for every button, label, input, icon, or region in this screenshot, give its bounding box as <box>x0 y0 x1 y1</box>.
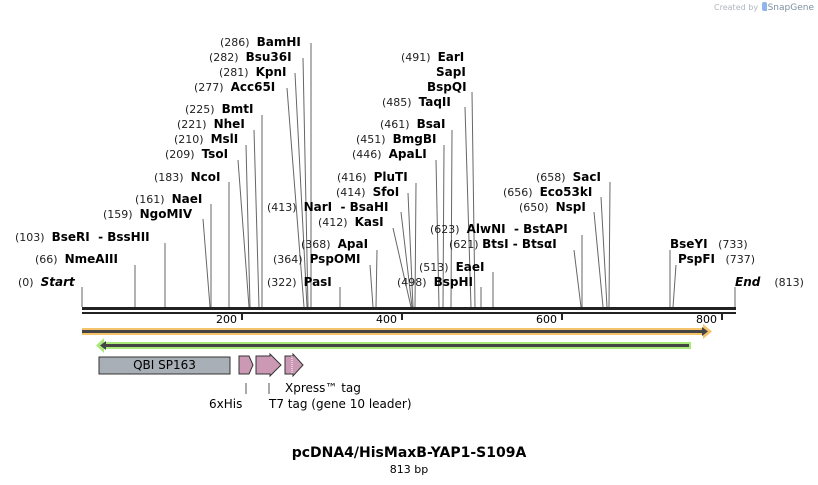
site-end[interactable]: End (813) <box>735 275 804 290</box>
tick-200: 200 <box>216 313 237 326</box>
site-kasi[interactable]: (412) KasI <box>318 215 384 230</box>
site-start[interactable]: (0) Start <box>18 275 75 290</box>
tick-400: 400 <box>376 313 397 326</box>
site-apali[interactable]: (446) ApaLI <box>352 147 427 162</box>
site-bseyi[interactable]: BseYI (733) <box>670 237 748 252</box>
snapgene-logo-icon <box>761 2 767 11</box>
site-psppomi[interactable]: (364) PspOMI <box>273 252 361 267</box>
map-length: 813 bp <box>389 463 429 476</box>
site-bsu36i[interactable]: (282) Bsu36I <box>209 50 292 65</box>
xpress-tag-label: Xpress™ tag <box>285 381 361 395</box>
site-bseri-bsshii[interactable]: (103) BseRI - BssHII <box>15 230 150 245</box>
site-acc65i[interactable]: (277) Acc65I <box>194 80 276 95</box>
backbone-top <box>82 307 736 310</box>
site-nmeaiii[interactable]: (66) NmeAIII <box>35 252 118 267</box>
site-sfoi[interactable]: (414) SfoI <box>336 185 400 200</box>
site-tsoi[interactable]: (209) TsoI <box>165 147 229 162</box>
site-kpni[interactable]: (281) KpnI <box>219 65 287 80</box>
site-lines <box>81 43 736 308</box>
tick-800: 800 <box>696 313 717 326</box>
site-naei[interactable]: (161) NaeI <box>135 192 203 207</box>
credit-prefix: Created by <box>714 3 759 12</box>
xpress-tag-feature[interactable] <box>284 352 304 378</box>
snapgene-credit: Created by SnapGene <box>714 2 814 13</box>
site-eco53ki[interactable]: (656) Eco53kI <box>503 185 593 200</box>
site-ngomiv[interactable]: (159) NgoMIV <box>103 207 193 222</box>
orange-feature-arrow[interactable] <box>82 324 712 339</box>
site-pspfi[interactable]: PspFI (737) <box>678 252 756 267</box>
site-taqii[interactable]: (485) TaqII <box>382 95 451 110</box>
scale-ticks <box>241 314 723 320</box>
site-apai[interactable]: (368) ApaI <box>301 237 369 252</box>
map-title: pcDNA4/HisMaxB-YAP1-S109A <box>291 445 527 461</box>
site-msli[interactable]: (210) MslI <box>174 132 239 147</box>
site-alwni-bstapi[interactable]: (623) AlwNI - BstAPI <box>430 222 568 237</box>
credit-brand: SnapGene <box>767 3 814 13</box>
6xhis-label: 6xHis <box>209 397 243 411</box>
site-btsi-btsai[interactable]: (621) BtsI - BtsαI <box>449 237 557 252</box>
6xhis-feature[interactable] <box>238 355 254 375</box>
site-pluti[interactable]: (416) PluTI <box>337 170 408 185</box>
site-pasi[interactable]: (322) PasI <box>267 275 332 290</box>
site-ncoi[interactable]: (183) NcoI <box>154 170 221 185</box>
site-bmti[interactable]: (225) BmtI <box>185 102 254 117</box>
site-eari[interactable]: (491) EarI <box>401 50 465 65</box>
site-bamhi[interactable]: (286) BamHI <box>220 35 301 50</box>
site-saci[interactable]: (658) SacI <box>536 170 601 185</box>
site-sapi[interactable]: SapI <box>436 65 466 79</box>
t7-tag-label: T7 tag (gene 10 leader) <box>269 397 412 411</box>
site-bspqi[interactable]: BspQI <box>427 80 467 94</box>
tick-600: 600 <box>536 313 557 326</box>
t7-tag-feature[interactable] <box>255 352 282 378</box>
primer-label: QBI SP163 <box>133 358 196 372</box>
site-bsai[interactable]: (461) BsaI <box>380 117 446 132</box>
site-nspi[interactable]: (650) NspI <box>519 200 586 215</box>
site-bsphi[interactable]: (498) BspHI <box>397 275 473 290</box>
site-nari-bsahi[interactable]: (413) NarI - BsaHI <box>267 200 389 215</box>
site-nhei[interactable]: (221) NheI <box>177 117 245 132</box>
backbone-bottom <box>82 312 736 314</box>
site-bmgbi[interactable]: (451) BmgBI <box>356 132 437 147</box>
primer-qbi-sp163[interactable] <box>98 356 231 375</box>
site-eaei[interactable]: (513) EaeI <box>419 260 485 275</box>
green-feature-arrow[interactable] <box>96 338 691 353</box>
